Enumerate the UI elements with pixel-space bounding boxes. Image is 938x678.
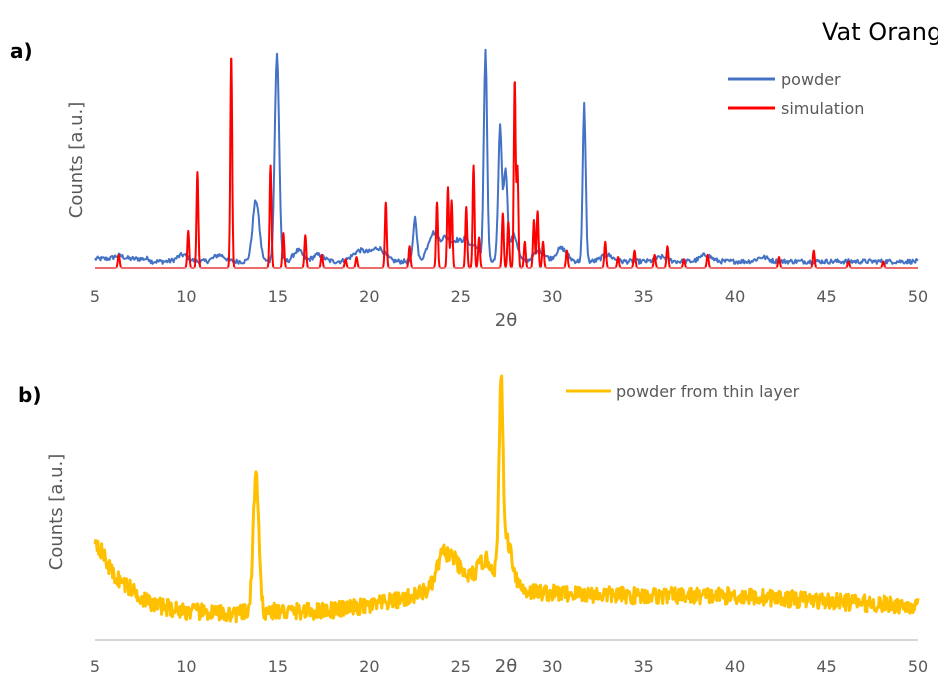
series-line-simulation [94,57,919,269]
panel-a-label: a) [10,39,33,63]
panel-b-plot [93,374,920,624]
x-tick-label: 25 [451,287,471,306]
panel-a-plot [94,48,919,269]
series-line-powder-from-thin-layer [93,374,920,624]
x-tick-label: 20 [359,657,379,676]
panel-b-x-axis-label: 2θ [495,656,517,677]
x-tick-label: 5 [90,287,100,306]
x-tick-label: 40 [725,287,745,306]
panel-b: b) Counts [a.u.] 5 10 15 20 25 30 35 40 45 50 2θ … [18,374,928,677]
legend-label-simulation: simulation [781,99,864,118]
panel-a-x-axis-label: 2θ [495,310,517,331]
panel-b-x-ticks: 5 10 15 20 25 30 35 40 45 50 [90,657,928,676]
x-tick-label: 5 [90,657,100,676]
x-tick-label: 35 [633,657,653,676]
x-tick-label: 30 [542,287,562,306]
panel-b-y-axis-label: Counts [a.u.] [46,454,67,570]
x-tick-label: 45 [816,287,836,306]
legend-label-powder-from-thin-layer: powder from thin layer [616,382,800,401]
x-tick-label: 50 [908,657,928,676]
panel-a: a) Counts [a.u.] 5 10 15 20 25 30 35 40 45 50 2θ … [10,39,928,331]
x-tick-label: 20 [359,287,379,306]
x-tick-label: 10 [176,287,196,306]
legend-label-powder: powder [781,70,841,89]
panel-a-x-ticks: 5 10 15 20 25 30 35 40 45 50 [90,287,928,306]
x-tick-label: 45 [816,657,836,676]
x-tick-label: 30 [542,657,562,676]
panel-b-label: b) [18,383,41,407]
x-tick-label: 15 [268,287,288,306]
panel-a-y-axis-label: Counts [a.u.] [66,102,87,218]
x-tick-label: 25 [451,657,471,676]
figure-title: Vat Orange [822,18,938,46]
x-tick-label: 40 [725,657,745,676]
x-tick-label: 50 [908,287,928,306]
x-tick-label: 10 [176,657,196,676]
x-tick-label: 35 [633,287,653,306]
panel-a-legend: powder simulation [728,70,864,118]
x-tick-label: 15 [268,657,288,676]
panel-b-legend: powder from thin layer [566,382,800,401]
